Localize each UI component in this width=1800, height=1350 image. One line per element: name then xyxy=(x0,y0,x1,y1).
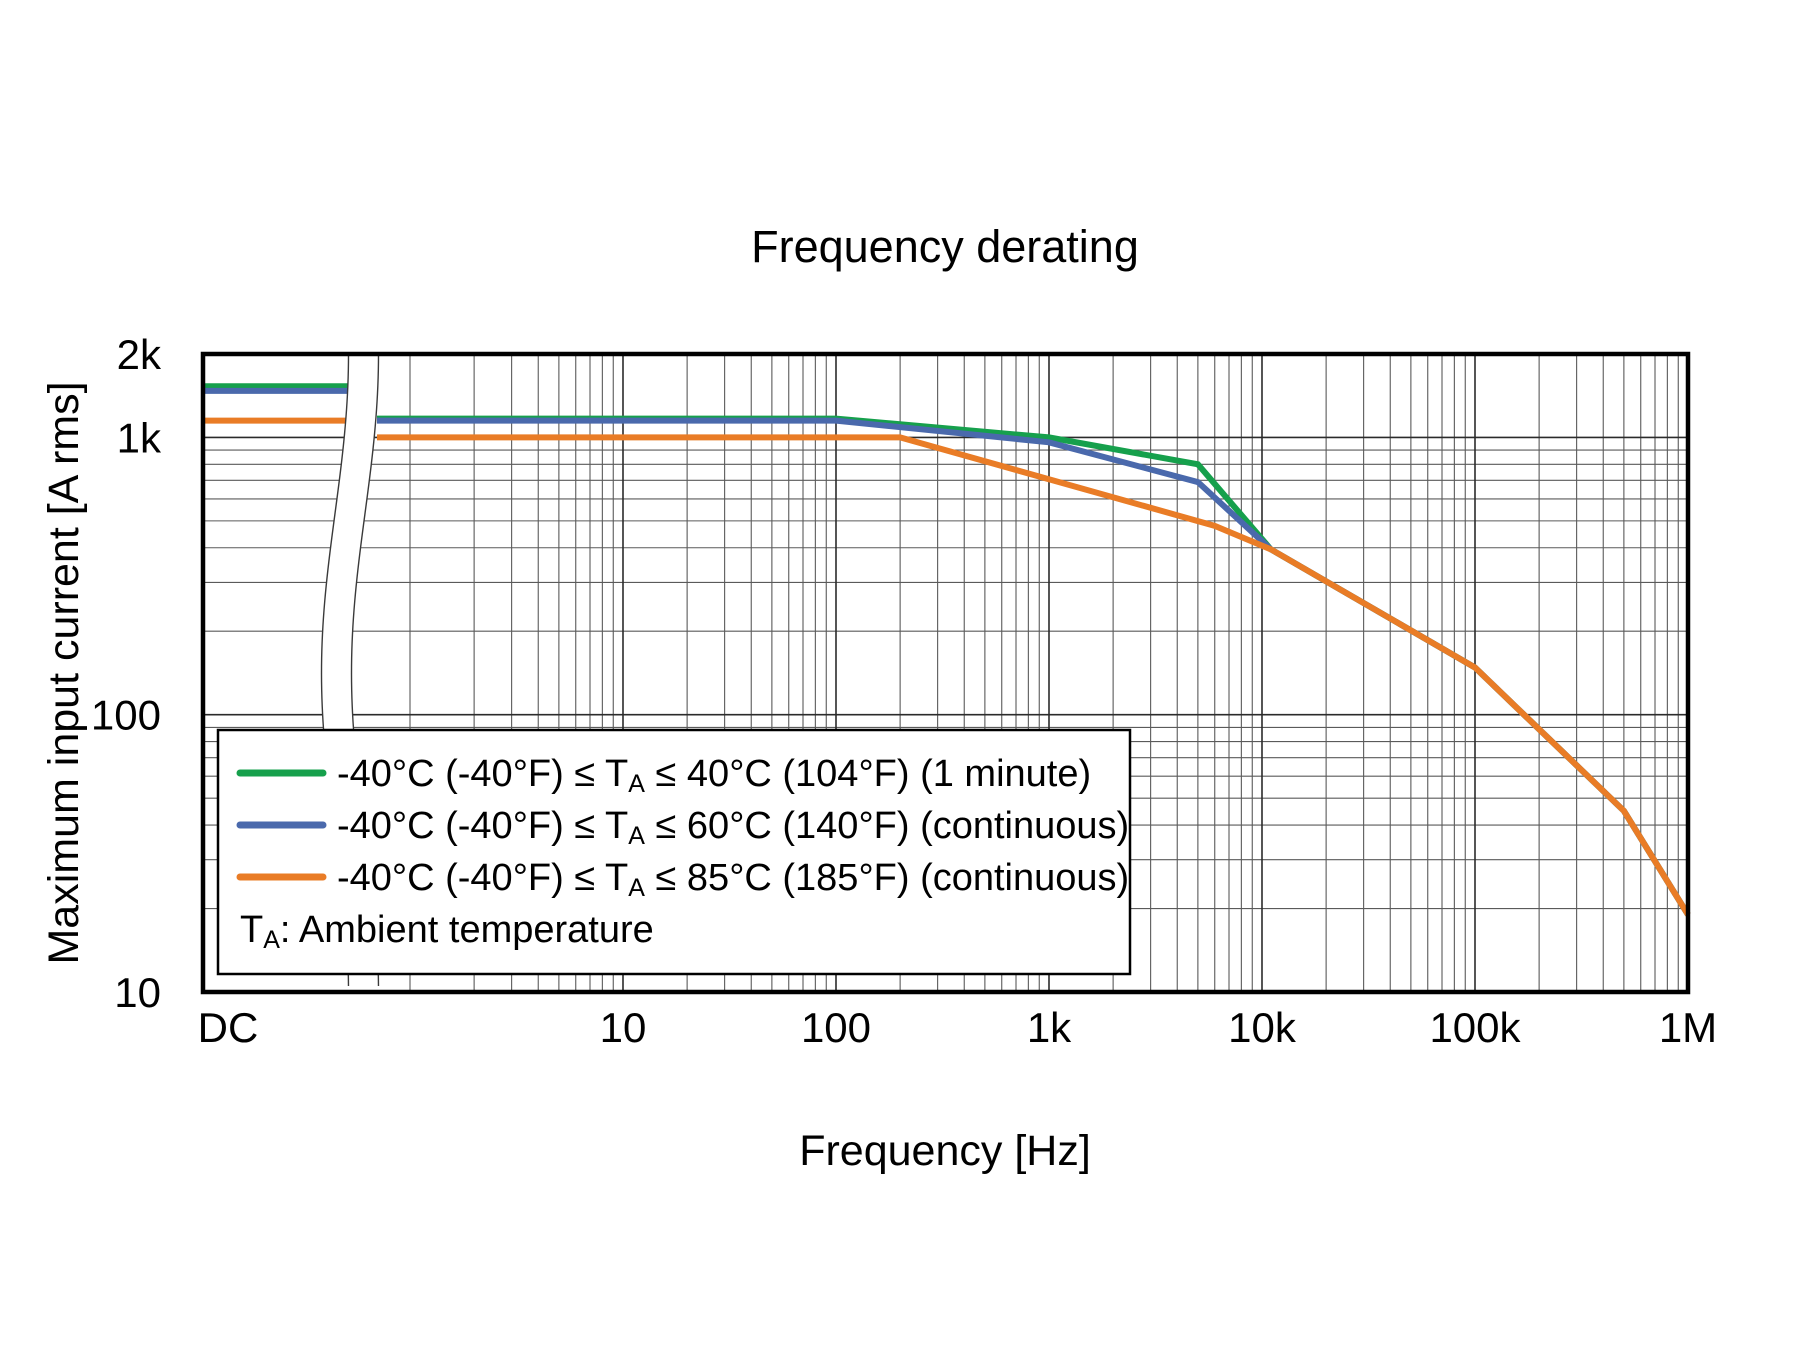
x-tick-label-DC: DC xyxy=(198,1004,259,1051)
legend-label-ta60_cont: -40°C (-40°F) ≤ TA ≤ 60°C (140°F) (conti… xyxy=(337,805,1129,850)
legend-label-ta85_cont: -40°C (-40°F) ≤ TA ≤ 85°C (185°F) (conti… xyxy=(337,857,1129,902)
legend-label-ta40_1min: -40°C (-40°F) ≤ TA ≤ 40°C (104°F) (1 min… xyxy=(337,753,1091,798)
legend-box xyxy=(216,728,1132,976)
plot-frame xyxy=(200,351,1691,995)
series-line-ta85_cont xyxy=(377,434,1691,917)
x-axis-title: Frequency [Hz] xyxy=(799,1127,1091,1175)
data-series xyxy=(203,383,1691,917)
y-tick-label-100: 100 xyxy=(91,692,161,739)
x-tick-label-1k: 1k xyxy=(1027,1004,1072,1051)
y-axis-title: Maximum input current [A rms] xyxy=(40,381,88,964)
legend: -40°C (-40°F) ≤ TA ≤ 40°C (104°F) (1 min… xyxy=(216,728,1132,976)
x-tick-label-10: 10 xyxy=(600,1004,647,1051)
x-tick-label-100: 100 xyxy=(801,1004,871,1051)
chart-title: Frequency derating xyxy=(751,221,1139,272)
x-tick-label-1M: 1M xyxy=(1659,1004,1717,1051)
legend-note: TA: Ambient temperature xyxy=(240,909,654,954)
y-tick-labels: 2k 1k 100 10 xyxy=(91,331,162,1016)
y-tick-label-1k: 1k xyxy=(117,414,162,461)
y-tick-label-10: 10 xyxy=(114,969,161,1016)
y-tick-label-2k: 2k xyxy=(117,331,162,378)
x-tick-label-10k: 10k xyxy=(1228,1004,1297,1051)
x-tick-label-100k: 100k xyxy=(1429,1004,1521,1051)
x-tick-labels: DC 10 100 1k 10k 100k 1M xyxy=(198,1004,1718,1051)
